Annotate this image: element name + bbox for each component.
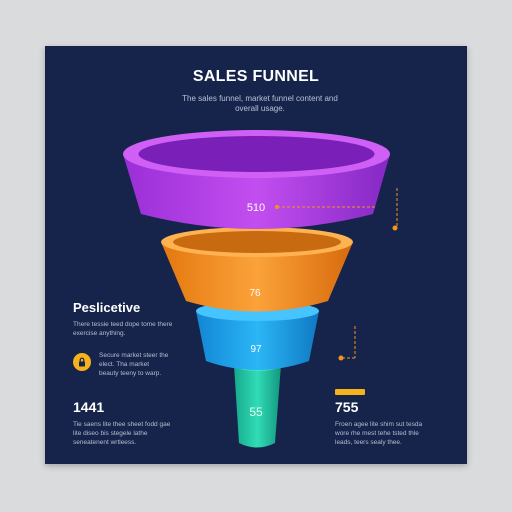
funnel-chart: 510 76 97 55: [123, 130, 398, 448]
connector-line-1: [275, 205, 375, 209]
stage-2-value: 76: [249, 288, 261, 299]
stat-right-description: Froen agee lite shim sut tesda wore rhe …: [335, 421, 423, 446]
lock-icon: [73, 353, 91, 371]
stage-1-value: 510: [247, 202, 265, 214]
infographic-card: SALES FUNNEL The sales funnel, market fu…: [45, 46, 467, 464]
stage-4-value: 55: [249, 405, 263, 419]
chart-subtitle: The sales funnel, market funnel content …: [182, 94, 338, 113]
funnel-stage-1: [123, 130, 390, 229]
perspective-title: Peslicetive: [73, 300, 141, 315]
perspective-description: There tessie teed dope tome there exerci…: [73, 321, 173, 337]
stat-right-value: 755: [335, 399, 359, 415]
stat-left-description: Tie saens lite thee sheet fodd gae lite …: [73, 421, 171, 446]
stage-3-value: 97: [250, 344, 262, 355]
funnel-stage-2: [161, 227, 353, 312]
chart-title: SALES FUNNEL: [192, 68, 320, 85]
stat-left-value: 1441: [73, 399, 105, 415]
lock-description: Secure market steer the elect. Tha marke…: [99, 352, 169, 377]
funnel-stage-4: [234, 359, 281, 448]
connector-line-3: [338, 326, 356, 361]
stat-right-tag: [335, 389, 365, 395]
connector-line-2: [392, 188, 398, 231]
